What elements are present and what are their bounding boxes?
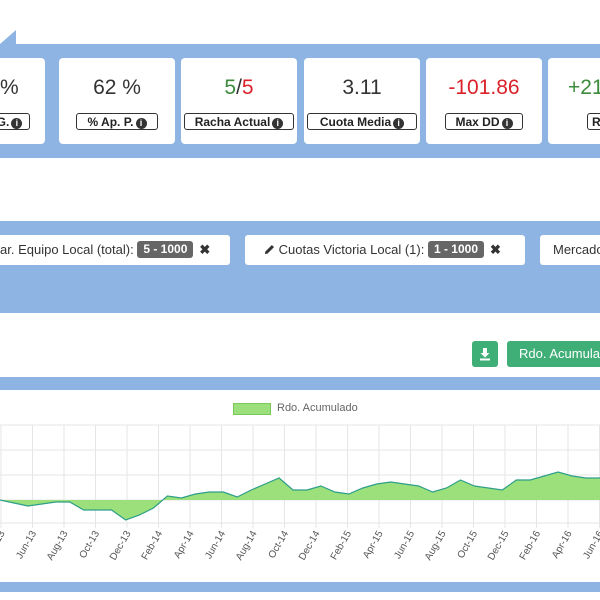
stat-card-g: % G. i bbox=[0, 58, 45, 144]
x-tick-label: Oct-14 bbox=[267, 529, 292, 561]
info-icon[interactable]: i bbox=[393, 118, 405, 129]
stat-value: -101.86 bbox=[448, 76, 520, 99]
x-tick-label: Oct-13 bbox=[78, 529, 103, 561]
x-tick-label: Jun-13 bbox=[14, 529, 39, 561]
stat-card-cuota: 3.11 Cuota Media i bbox=[304, 58, 420, 144]
x-tick-label: Apr-13 bbox=[0, 529, 8, 561]
legend-label[interactable]: Rdo. Acumulado bbox=[277, 402, 358, 414]
x-tick-label: Jun-14 bbox=[203, 529, 228, 561]
x-tick-label: Apr-16 bbox=[550, 529, 575, 561]
x-tick-label: Jun-16 bbox=[581, 529, 600, 561]
filter-label: Mercado bbox=[553, 242, 600, 257]
stat-label-ro[interactable]: Ro bbox=[587, 113, 600, 130]
x-tick-label: Dec-15 bbox=[486, 529, 512, 563]
filter-label: Cuotas Victoria Local (1): bbox=[278, 242, 425, 257]
stat-label-g[interactable]: G. i bbox=[0, 113, 30, 130]
stat-card-ro: +21 Ro bbox=[548, 58, 600, 144]
stat-label-cuota[interactable]: Cuota Media i bbox=[307, 113, 417, 130]
filter-label: ar. Equipo Local (total): bbox=[0, 242, 134, 257]
info-icon[interactable]: i bbox=[135, 118, 147, 129]
x-tick-label: Aug-13 bbox=[45, 529, 71, 563]
stat-value: % bbox=[0, 76, 19, 99]
filter-chip-equipo-local[interactable]: ar. Equipo Local (total): 5 - 1000 ✖ bbox=[0, 235, 230, 265]
x-tick-label: Feb-14 bbox=[140, 529, 166, 562]
x-tick-label: Dec-13 bbox=[108, 529, 134, 563]
racha-win: 5 bbox=[224, 76, 237, 99]
racha-sep: / bbox=[236, 76, 242, 99]
racha-loss: 5 bbox=[241, 76, 254, 99]
x-tick-label: Apr-14 bbox=[172, 529, 197, 561]
pencil-icon bbox=[264, 245, 274, 255]
stat-label-maxdd[interactable]: Max DD i bbox=[445, 113, 523, 130]
filter-chip-cuotas-victoria[interactable]: Cuotas Victoria Local (1): 1 - 1000 ✖ bbox=[245, 235, 525, 265]
series-area bbox=[0, 472, 600, 520]
x-tick-label: Dec-14 bbox=[297, 529, 323, 563]
stat-value: +21 bbox=[568, 76, 600, 99]
filter-value: 5 - 1000 bbox=[137, 241, 194, 258]
stat-card-racha: 5/5 Racha Actual i bbox=[181, 58, 297, 144]
download-icon bbox=[480, 348, 490, 361]
stat-value: 3.11 bbox=[342, 76, 382, 99]
x-tick-label: Jun-15 bbox=[392, 529, 417, 561]
filter-chip-mercado[interactable]: Mercado bbox=[540, 235, 600, 265]
x-tick-label: Feb-15 bbox=[329, 529, 355, 562]
chart-panel bbox=[0, 390, 600, 582]
info-icon[interactable]: i bbox=[11, 118, 23, 129]
remove-filter-icon[interactable]: ✖ bbox=[199, 242, 211, 257]
stat-card-maxdd: -101.86 Max DD i bbox=[426, 58, 542, 144]
x-tick-label: Aug-15 bbox=[423, 529, 449, 563]
stat-value: 5/5 bbox=[181, 76, 297, 100]
info-icon[interactable]: i bbox=[501, 118, 513, 129]
legend-swatch[interactable] bbox=[233, 403, 271, 415]
stat-label-racha[interactable]: Racha Actual i bbox=[184, 113, 294, 130]
rdo-acumulado-button[interactable]: Rdo. Acumula bbox=[507, 341, 600, 367]
download-button[interactable] bbox=[472, 341, 498, 367]
x-tick-label: Feb-16 bbox=[518, 529, 544, 562]
stat-label-ap[interactable]: % Ap. P. i bbox=[76, 113, 158, 130]
x-tick-label: Apr-15 bbox=[361, 529, 386, 561]
series-line bbox=[0, 471, 600, 521]
filter-value: 1 - 1000 bbox=[427, 241, 485, 258]
stat-value: 62 % bbox=[93, 76, 141, 99]
info-icon[interactable]: i bbox=[272, 118, 284, 129]
remove-filter-icon[interactable]: ✖ bbox=[490, 242, 501, 257]
x-tick-label: Aug-14 bbox=[234, 529, 260, 563]
x-tick-label: Oct-15 bbox=[456, 529, 481, 561]
stat-card-ap: 62 % % Ap. P. i bbox=[59, 58, 175, 144]
header-notch bbox=[0, 30, 16, 44]
